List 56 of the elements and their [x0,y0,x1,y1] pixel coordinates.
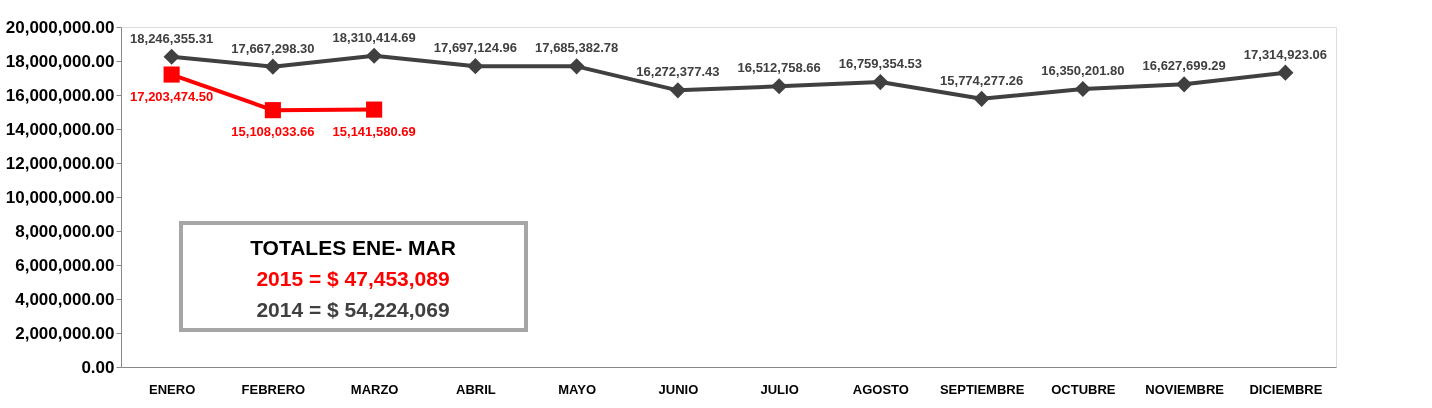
y-tick-label: 16,000,000.00 [5,85,115,105]
y-tick-label: 20,000,000.00 [5,17,115,37]
y-tick-label: 14,000,000.00 [5,119,115,139]
x-tick-label: DICIEMBRE [1249,381,1323,397]
point [366,47,383,64]
annotation: 2014 = $ 54,224,069 [256,298,450,321]
data-label: 15,774,277.26 [940,72,1024,88]
data-label: 18,246,355.31 [130,30,214,46]
data-label: 16,627,699.29 [1142,58,1226,74]
data-label: 17,685,382.78 [535,40,619,56]
y-tick-label: 8,000,000.00 [15,221,115,241]
point [568,58,585,75]
data-label: 16,512,758.66 [737,60,821,76]
data-label: 15,108,033.66 [231,124,315,140]
point [1176,76,1193,93]
point [366,101,383,118]
annotation: TOTALES ENE- MAR [250,236,456,259]
point [872,74,889,91]
y-tick-label: 4,000,000.00 [15,289,115,309]
data-label: 18,310,414.69 [332,29,416,45]
x-tick-label: JUNIO [658,381,699,397]
x-tick-label: SEPTIEMBRE [939,381,1025,397]
data-label: 17,314,923.06 [1243,46,1327,62]
y-tick-label: 6,000,000.00 [15,255,115,275]
x-tick-label: ABRIL [456,381,496,397]
point [467,58,484,75]
point [163,66,180,83]
point [669,82,686,99]
point [1277,64,1294,81]
point [264,58,281,75]
point [1074,80,1091,98]
x-tick-label: OCTUBRE [1051,381,1116,397]
data-label: 17,203,474.50 [130,88,214,104]
x-tick-label: NOVIEMBRE [1145,381,1225,397]
point [264,102,281,119]
x-tick-label: AGOSTO [852,381,909,397]
data-label: 15,141,580.69 [332,123,416,139]
x-tick-label: FEBRERO [241,381,306,397]
x-tick-label: MARZO [350,381,399,397]
y-tick-label: 0.00 [81,357,115,377]
y-tick-label: 2,000,000.00 [15,323,115,343]
y-tick-label: 10,000,000.00 [5,187,115,207]
y-tick-label: 18,000,000.00 [5,51,115,71]
data-label: 16,272,377.43 [636,64,720,80]
data-label: 16,350,201.80 [1041,63,1125,79]
y-tick-label: 12,000,000.00 [5,153,115,173]
data-label: 17,667,298.30 [231,40,315,56]
data-label: 17,697,124.96 [433,40,517,56]
point [163,48,180,65]
point [973,90,990,107]
x-tick-label: ENERO [149,381,196,397]
annotation: 2015 = $ 47,453,089 [256,267,450,290]
point [771,78,788,95]
x-tick-label: MAYO [558,381,597,397]
data-label: 16,759,354.53 [838,56,922,72]
x-tick-label: JULIO [760,381,799,397]
